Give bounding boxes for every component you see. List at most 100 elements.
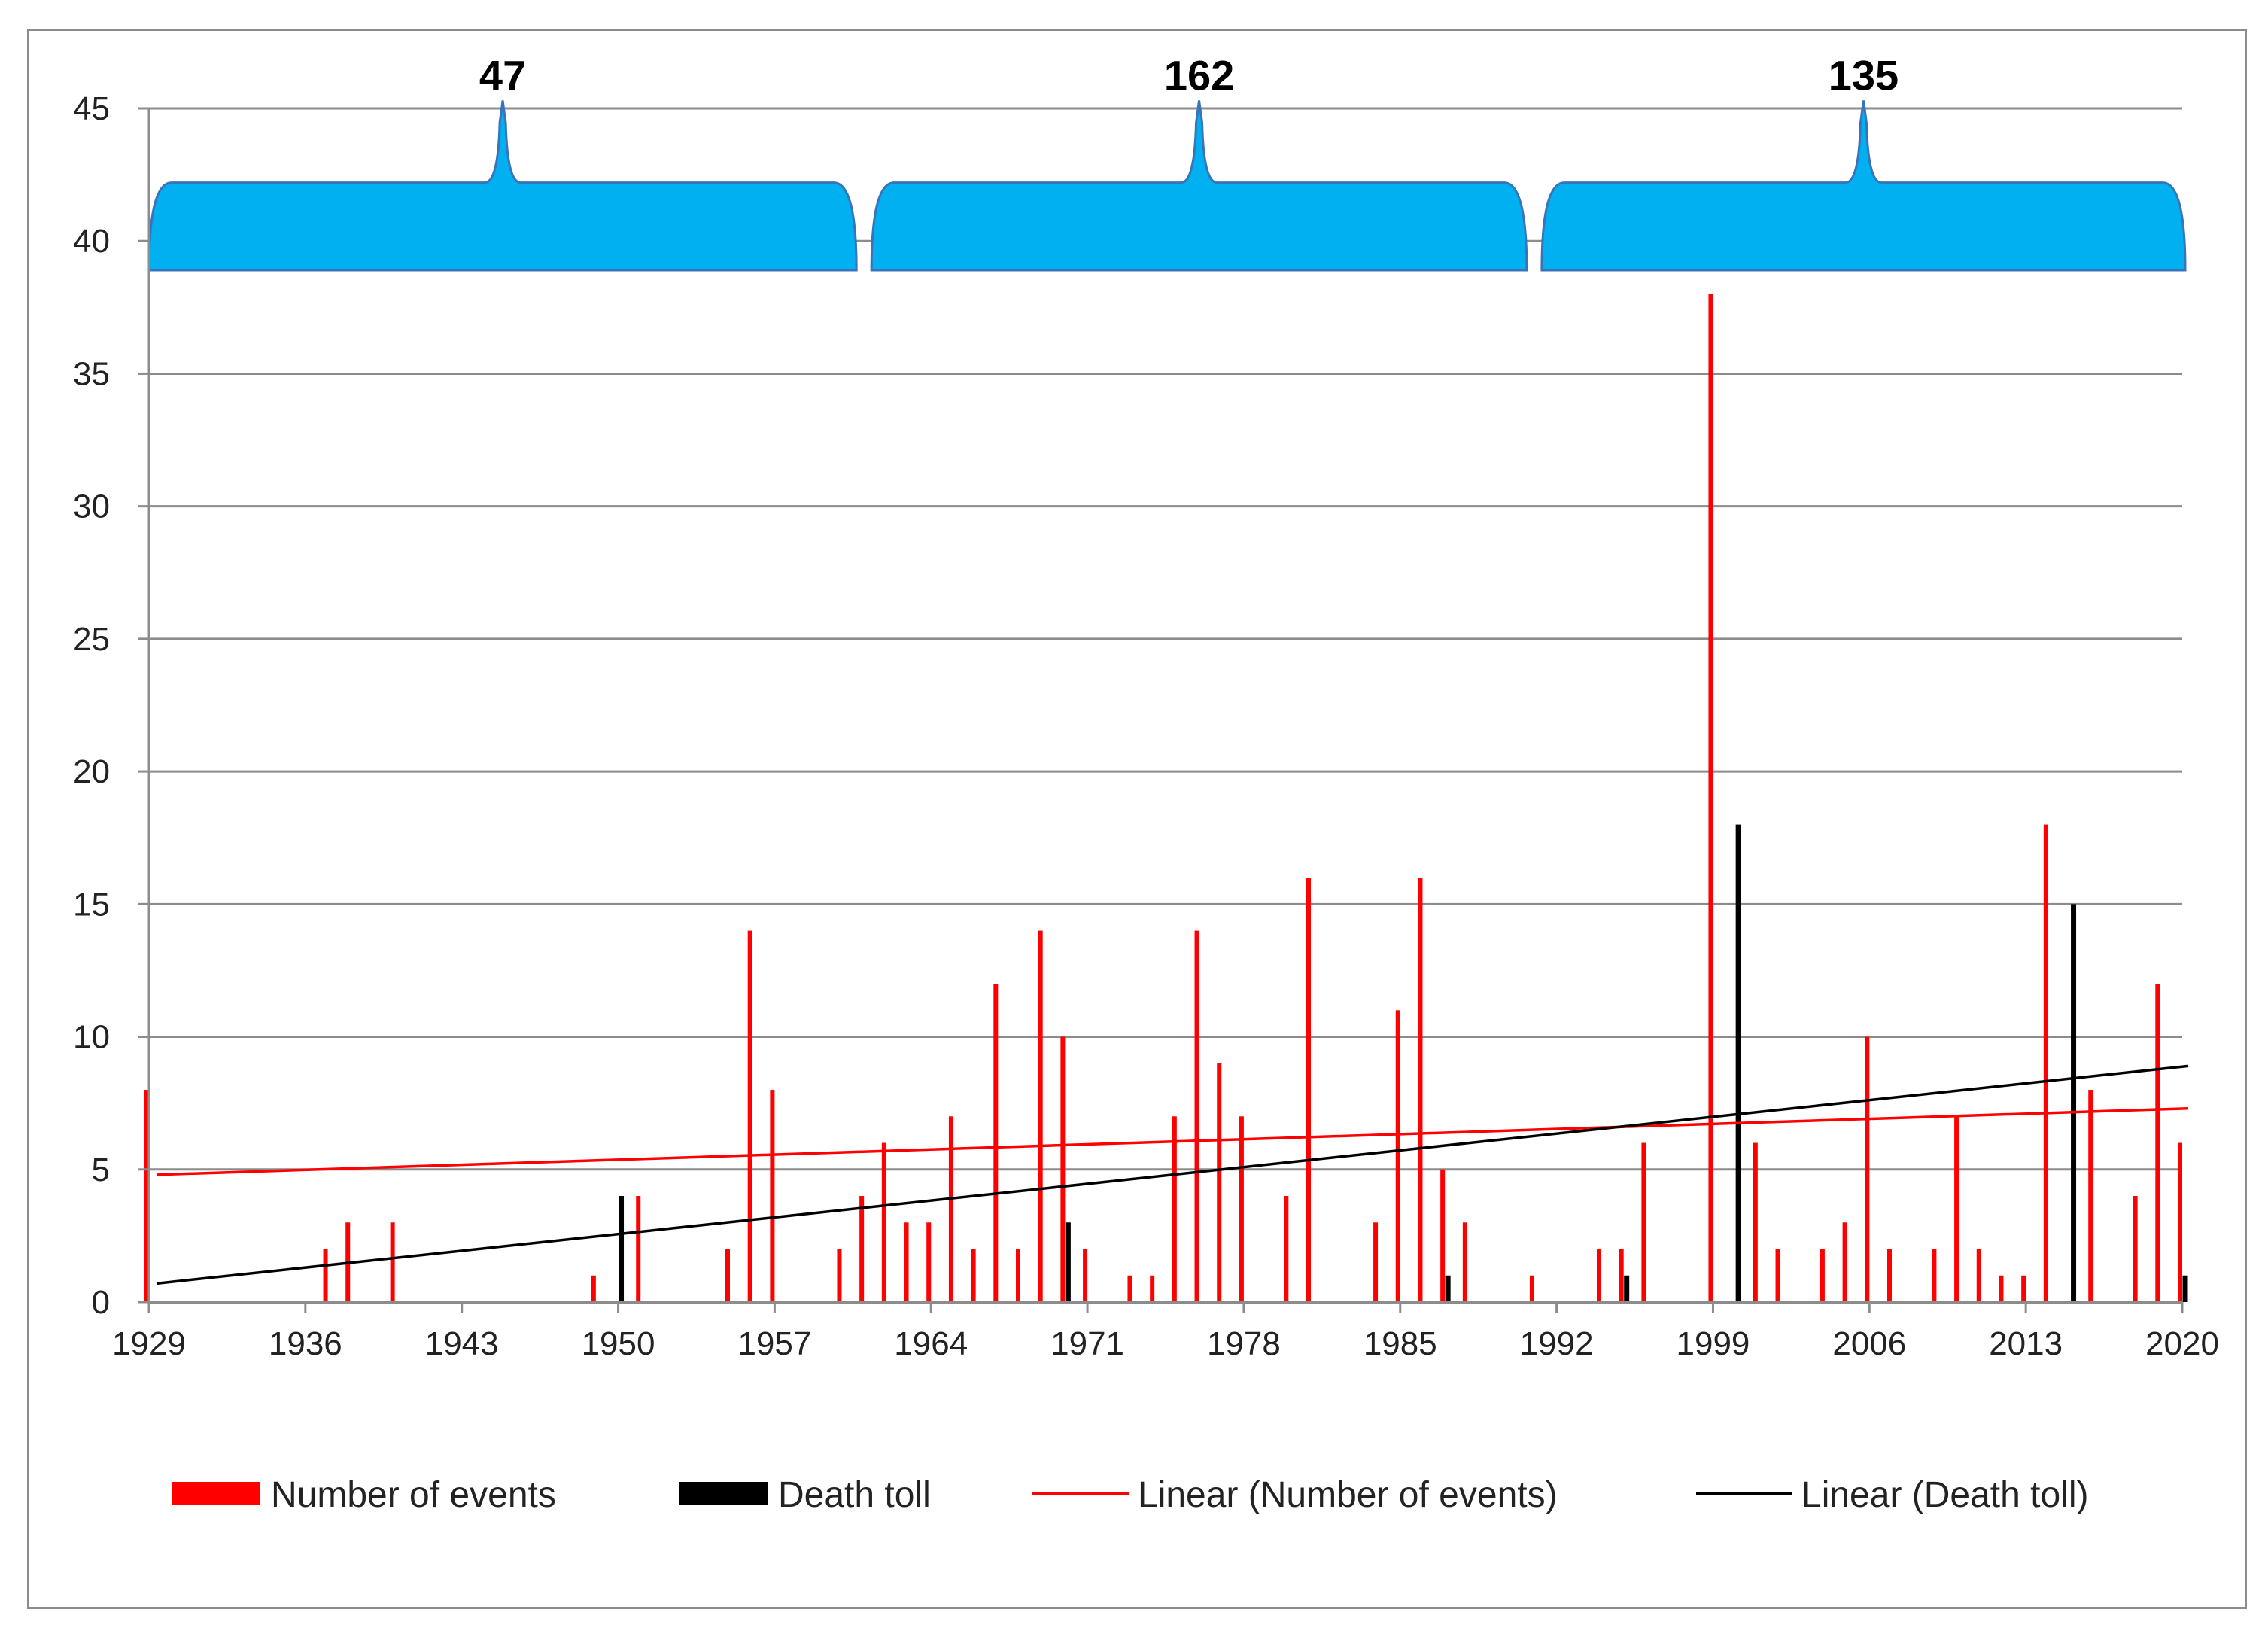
y-tick-label: 40 (73, 223, 110, 260)
x-tick-label: 2006 (1832, 1325, 1906, 1362)
trendline-death-toll (156, 1064, 2189, 1285)
x-tick-label: 1964 (894, 1325, 968, 1362)
x-tick-label: 1957 (737, 1325, 811, 1362)
events-bar-1966 (971, 1249, 976, 1302)
y-tick-label: 30 (73, 488, 110, 525)
chart-frame (27, 29, 2247, 1609)
period-brace-1 (147, 100, 858, 272)
events-bar-1985 (1395, 1010, 1400, 1302)
death-bar-1995 (1624, 1275, 1630, 1302)
events-bar-1977 (1217, 1063, 1222, 1302)
events-bar-2018 (2133, 1196, 2138, 1302)
x-tick-label: 1929 (112, 1325, 186, 1362)
events-bar-1957 (770, 1090, 775, 1302)
events-bar-1956 (747, 930, 752, 1302)
events-bar-1984 (1373, 1222, 1379, 1302)
y-tick-label: 5 (92, 1152, 110, 1188)
x-tick-label: 2013 (1989, 1325, 2063, 1362)
events-bar-1949 (591, 1275, 596, 1302)
events-bar-1980 (1284, 1196, 1289, 1302)
events-bar-1976 (1194, 930, 1199, 1302)
events-bar-1974 (1150, 1275, 1155, 1302)
events-bar-1971 (1083, 1249, 1088, 1302)
events-bar-2011 (1976, 1249, 1981, 1302)
events-bar-1969 (1038, 930, 1043, 1302)
events-bar-1968 (1016, 1249, 1020, 1302)
events-bar-1967 (993, 984, 999, 1302)
events-bar-2020 (2178, 1142, 2182, 1302)
events-bar-2013 (2021, 1275, 2026, 1302)
events-bar-1988 (1462, 1222, 1467, 1302)
events-bar-2014 (2043, 824, 2048, 1302)
trendline-events (156, 1106, 2189, 1176)
period-brace-label-2: 162 (1164, 51, 1234, 99)
events-bar-1973 (1127, 1275, 1132, 1302)
events-bar-1978 (1239, 1116, 1244, 1302)
events-bar-2006 (1865, 1036, 1870, 1302)
events-bar-1987 (1440, 1169, 1446, 1302)
events-bar-1963 (904, 1222, 909, 1302)
events-bar-1940 (390, 1222, 395, 1302)
x-tick-label: 1978 (1207, 1325, 1281, 1362)
events-bar-1995 (1619, 1249, 1624, 1302)
events-bar-2009 (1932, 1249, 1937, 1302)
events-bar-2001 (1753, 1142, 1758, 1302)
events-bar-1955 (725, 1249, 730, 1302)
y-tick-label: 20 (73, 753, 110, 790)
period-brace-2 (870, 100, 1528, 272)
events-bar-1994 (1597, 1249, 1601, 1302)
events-bar-1960 (837, 1249, 842, 1302)
x-tick-label: 1999 (1677, 1325, 1750, 1362)
legend-label-2: Death toll (778, 1475, 931, 1515)
events-bar-1929 (144, 1090, 149, 1302)
events-bar-1999 (1708, 294, 1713, 1302)
x-tick-label: 1992 (1520, 1325, 1594, 1362)
events-bar-1986 (1418, 878, 1423, 1302)
death-bar-2015 (2071, 904, 2077, 1302)
events-bar-1991 (1529, 1275, 1534, 1302)
death-bar-2000 (1735, 824, 1741, 1302)
events-bar-2004 (1820, 1249, 1825, 1302)
gridlines (149, 107, 2182, 1171)
events-bar-1996 (1641, 1142, 1646, 1302)
death-bar-1950 (619, 1196, 625, 1302)
events-bar-1951 (636, 1196, 641, 1302)
events-bar-2012 (1999, 1275, 2004, 1302)
axes: 0 5 10 15 20 25 30 35 40 45 1929 1936 1943 1950 1957 19… (73, 90, 2219, 1362)
x-tick-label: 1985 (1364, 1325, 1437, 1362)
legend-swatch-2 (679, 1482, 768, 1505)
x-tick-label: 2020 (2145, 1325, 2219, 1362)
period-braces: 47 162 135 (147, 51, 2187, 272)
events-bar-1964 (926, 1222, 932, 1302)
legend-label-4: Linear (Death toll) (1801, 1475, 2089, 1515)
y-tick-label: 35 (73, 355, 110, 392)
death-bar-2020 (2182, 1275, 2188, 1302)
legend-label-1: Number of events (271, 1475, 556, 1515)
events-bar-1965 (948, 1116, 953, 1302)
x-tick-label: 1950 (582, 1325, 655, 1362)
events-bar-2010 (1954, 1116, 1959, 1302)
events-bar-2016 (2088, 1090, 2093, 1302)
y-tick-label: 10 (73, 1019, 110, 1056)
legend-swatch-1 (172, 1482, 260, 1505)
events-bar-1970 (1060, 1036, 1066, 1302)
events-bar-2007 (1887, 1249, 1892, 1302)
legend: Number of events Death toll Linear (Number… (172, 1475, 2089, 1515)
x-tick-label: 1936 (269, 1325, 342, 1362)
bars (144, 294, 2188, 1302)
y-tick-label: 15 (73, 886, 110, 923)
period-brace-label-3: 135 (1829, 51, 1899, 99)
events-bar-2019 (2155, 984, 2160, 1302)
legend-label-3: Linear (Number of events) (1138, 1475, 1558, 1515)
y-tick-label: 0 (92, 1284, 110, 1321)
death-bar-1987 (1445, 1275, 1451, 1302)
x-tick-label: 1971 (1050, 1325, 1124, 1362)
period-brace-label-1: 47 (479, 51, 526, 99)
x-tick-label: 1943 (425, 1325, 499, 1362)
y-tick-label: 25 (73, 621, 110, 658)
events-bar-1961 (859, 1196, 865, 1302)
events-bar-2002 (1775, 1249, 1780, 1302)
death-bar-1970 (1065, 1222, 1071, 1302)
trendlines (156, 1064, 2189, 1285)
